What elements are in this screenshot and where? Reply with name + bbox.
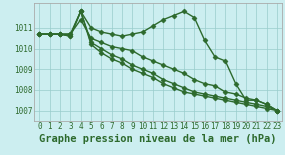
X-axis label: Graphe pression niveau de la mer (hPa): Graphe pression niveau de la mer (hPa) <box>39 134 277 144</box>
